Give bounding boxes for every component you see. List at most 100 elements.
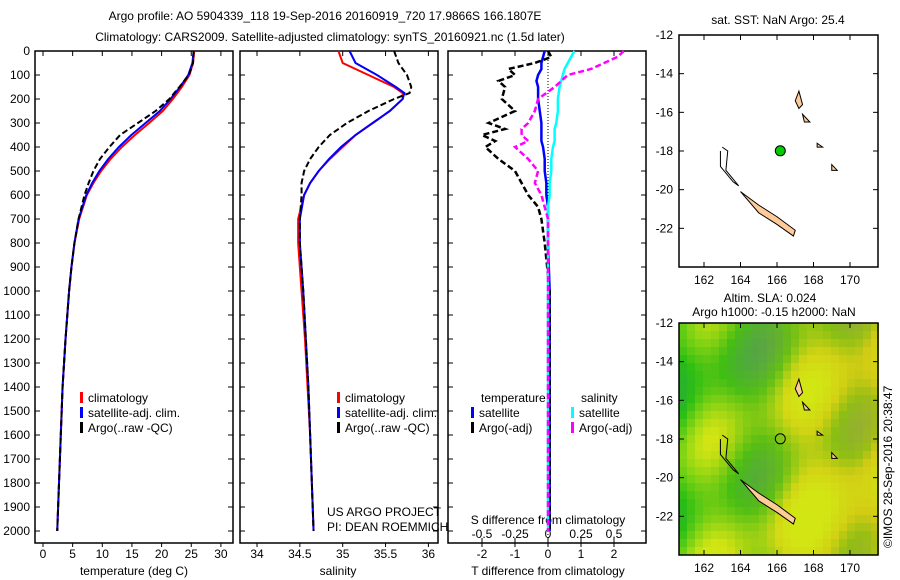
sla-cell — [711, 467, 719, 475]
sla-cell — [831, 419, 839, 427]
sla-cell — [711, 539, 719, 547]
sla-cell — [719, 467, 727, 475]
sla-cell — [831, 523, 839, 531]
x-tick-label: 36 — [422, 547, 436, 561]
y-tick-label: 800 — [10, 236, 30, 250]
sla-cell — [799, 499, 807, 507]
x-tick-label: -2 — [477, 547, 488, 561]
sla-cell — [831, 435, 839, 443]
sla-cell — [743, 403, 751, 411]
sla-cell — [687, 467, 695, 475]
y-tick-label: 0 — [23, 44, 30, 58]
sla-cell — [687, 339, 695, 347]
sla-cell — [719, 331, 727, 339]
sla-cell — [719, 323, 727, 331]
sla-cell — [767, 475, 775, 483]
sla-cell — [751, 443, 759, 451]
sla-cell — [815, 491, 823, 499]
sla-cell — [783, 539, 791, 547]
sla-cell — [863, 547, 871, 555]
sla-cell — [759, 419, 767, 427]
sla-cell — [855, 507, 863, 515]
sla-cell — [695, 379, 703, 387]
sla-cell — [695, 339, 703, 347]
sla-cell — [679, 355, 687, 363]
sla-cell — [711, 491, 719, 499]
legend-label: Argo(-adj) — [479, 421, 532, 435]
sla-cell — [687, 539, 695, 547]
y-tick-label: -14 — [656, 67, 674, 81]
sla-cell — [815, 459, 823, 467]
sla-cell — [727, 515, 735, 523]
sla-cell — [799, 403, 807, 411]
island — [801, 400, 812, 411]
sla-cell — [839, 427, 847, 435]
sla-cell — [783, 347, 791, 355]
sla-cell — [735, 323, 743, 331]
sla-cell — [743, 379, 751, 387]
sla-cell — [783, 467, 791, 475]
sla-cell — [863, 411, 871, 419]
x-axis-label: salinity — [320, 564, 357, 578]
sla-cell — [855, 323, 863, 331]
sla-cell — [695, 523, 703, 531]
sla-cell — [791, 483, 799, 491]
sla-cell — [863, 459, 871, 467]
sla-cell — [815, 467, 823, 475]
legend-label: satellite-adj. clim. — [345, 406, 437, 420]
sla-cell — [871, 427, 879, 435]
sla-cell — [823, 459, 831, 467]
sla-cell — [799, 387, 807, 395]
sla-cell — [735, 467, 743, 475]
sla-cell — [735, 379, 743, 387]
sla-cell — [807, 483, 815, 491]
sla-cell — [695, 531, 703, 539]
sla-cell — [831, 459, 839, 467]
sla-cell — [791, 507, 799, 515]
y-tick-label: -18 — [656, 432, 674, 446]
sla-cell — [775, 411, 783, 419]
sla-cell — [727, 419, 735, 427]
sla-cell — [847, 459, 855, 467]
sla-cell — [799, 475, 807, 483]
sla-cell — [807, 355, 815, 363]
sla-cell — [855, 515, 863, 523]
series-climatology — [297, 50, 404, 532]
sla-cell — [847, 395, 855, 403]
sla-cell — [807, 403, 815, 411]
sla-cell — [791, 355, 799, 363]
sla-cell — [767, 491, 775, 499]
sla-cell — [847, 323, 855, 331]
sla-cell — [679, 331, 687, 339]
sla-cell — [783, 547, 791, 555]
x-tick-label: 10 — [96, 547, 110, 561]
sla-cell — [727, 507, 735, 515]
sla-cell — [847, 347, 855, 355]
sla-cell — [767, 427, 775, 435]
sla-cell — [847, 499, 855, 507]
y-tick-label: -22 — [656, 509, 674, 523]
sla-cell — [807, 395, 815, 403]
sla-cell — [791, 491, 799, 499]
sla-cell — [719, 419, 727, 427]
sla-cell — [863, 499, 871, 507]
sla-cell — [695, 459, 703, 467]
sla-cell — [863, 451, 871, 459]
sla-cell — [751, 515, 759, 523]
sla-cell — [687, 515, 695, 523]
sla-cell — [815, 507, 823, 515]
x-tick-label: 2 — [611, 547, 618, 561]
sla-cell — [687, 523, 695, 531]
sla-cell — [719, 339, 727, 347]
sla-cell — [759, 507, 767, 515]
sla-cell — [703, 435, 711, 443]
sla-cell — [791, 379, 799, 387]
sla-cell — [679, 363, 687, 371]
sla-cell — [831, 491, 839, 499]
series-argo-raw-qc- — [56, 50, 195, 532]
sla-cell — [735, 451, 743, 459]
sla-cell — [831, 499, 839, 507]
sla-cell — [775, 387, 783, 395]
sla-cell — [839, 467, 847, 475]
sst-map-title: sat. SST: NaN Argo: 25.4 — [711, 13, 845, 27]
